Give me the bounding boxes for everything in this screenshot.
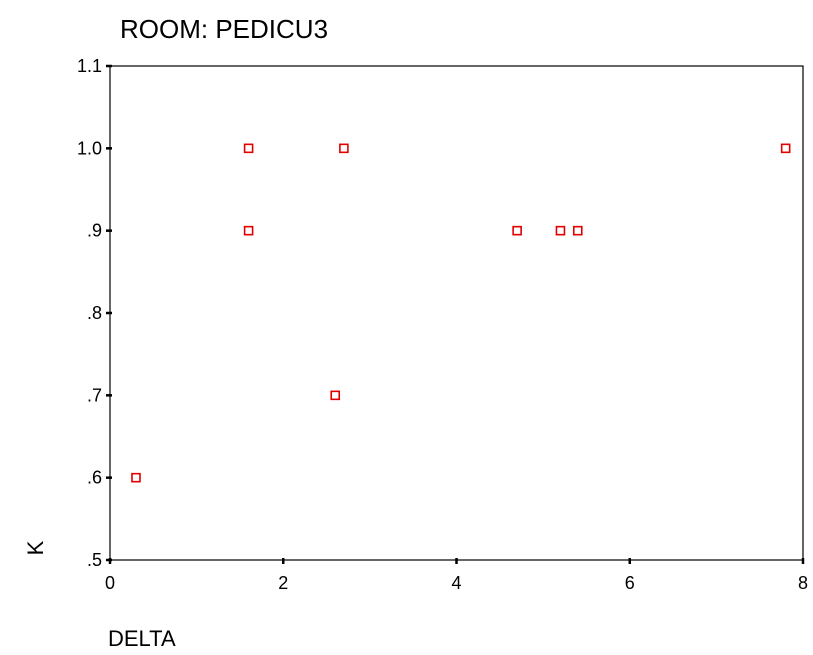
data-point-6 — [555, 225, 566, 236]
x-axis: 0 2 4 6 8 — [105, 558, 808, 593]
data-point-5 — [512, 225, 522, 236]
plot-frame — [109, 65, 804, 561]
x-tick-label-1: 2 — [278, 573, 288, 593]
y-tick-label-0: .5 — [87, 550, 102, 570]
y-tick-label-4: .9 — [87, 221, 102, 241]
x-tick-label-0: 0 — [105, 573, 115, 593]
x-axis-label: DELTA — [108, 626, 176, 651]
y-tick-label-5: 1.0 — [77, 138, 102, 158]
y-axis: .5 .6 .7 .8 .9 1.0 1.1 — [77, 56, 112, 570]
y-tick-label-6: 1.1 — [77, 56, 102, 76]
x-tick-label-2: 4 — [451, 573, 461, 593]
data-point-3 — [330, 390, 341, 401]
data-point-8 — [780, 143, 791, 154]
y-tick-label-2: .7 — [87, 385, 102, 405]
data-point-0 — [131, 472, 141, 483]
data-point-4 — [339, 143, 349, 154]
x-tick-label-3: 6 — [625, 573, 635, 593]
y-tick-label-1: .6 — [87, 468, 102, 488]
data-point-1 — [243, 143, 254, 154]
y-tick-label-3: .8 — [87, 303, 102, 323]
data-point-2 — [243, 225, 254, 236]
data-point-7 — [572, 225, 583, 236]
chart-title: ROOM: PEDICU3 — [120, 14, 328, 44]
x-tick-label-4: 8 — [798, 573, 808, 593]
data-points — [131, 143, 791, 483]
y-axis-label: K — [23, 540, 48, 555]
